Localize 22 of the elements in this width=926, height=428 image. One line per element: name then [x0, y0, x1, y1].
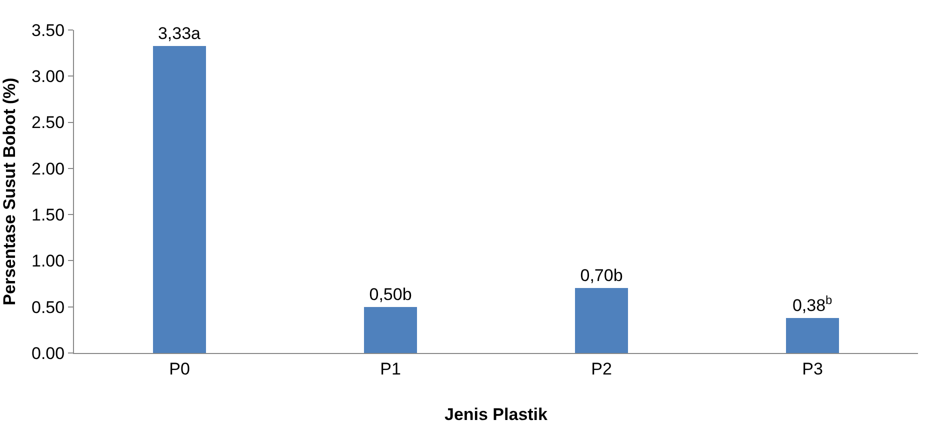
data-label: 0,70b [580, 266, 623, 285]
y-tick-label: 1.00 [32, 252, 65, 271]
x-tick-label: P0 [169, 359, 190, 378]
bar [786, 318, 839, 353]
data-label: 3,33a [158, 24, 202, 43]
x-tick-label: P3 [802, 359, 823, 378]
x-tick-label: P1 [380, 359, 401, 378]
y-tick-label: 3.50 [32, 20, 65, 40]
bar [364, 307, 417, 353]
x-tick-label: P2 [591, 359, 612, 378]
bar [153, 46, 206, 353]
y-tick-label: 2.50 [32, 113, 65, 132]
y-axis-title: Persentase Susut Bobot (%) [0, 78, 19, 306]
y-tick-label: 2.00 [32, 159, 65, 178]
bar [575, 288, 628, 353]
data-label: 0,38$^{b}$ [792, 292, 833, 315]
data-label: 0,50b [369, 285, 412, 304]
y-tick-label: 0.50 [32, 298, 65, 317]
y-tick-label: 1.50 [32, 206, 65, 225]
x-axis-title: Jenis Plastik [444, 404, 548, 424]
y-tick-label: 0.00 [32, 344, 65, 363]
y-tick-label: 3.00 [32, 67, 65, 86]
